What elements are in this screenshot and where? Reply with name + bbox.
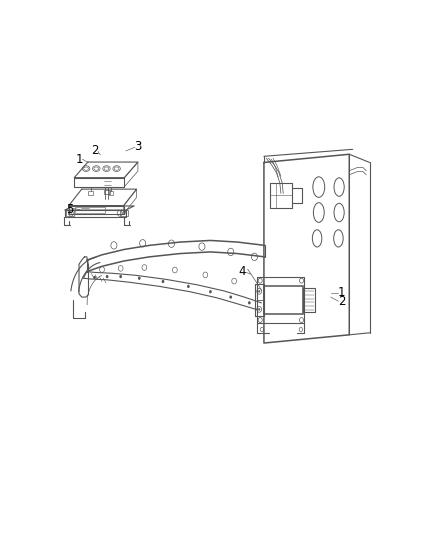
Bar — [120, 210, 128, 216]
Bar — [302, 288, 316, 312]
Bar — [264, 286, 302, 314]
Circle shape — [187, 285, 190, 288]
Bar — [75, 207, 105, 213]
Text: 4: 4 — [239, 265, 246, 278]
Circle shape — [119, 275, 122, 278]
Circle shape — [248, 301, 251, 304]
Circle shape — [258, 290, 260, 293]
Text: 2: 2 — [91, 144, 98, 157]
Text: 2: 2 — [338, 295, 346, 308]
Circle shape — [229, 295, 232, 298]
Text: 3: 3 — [134, 140, 141, 152]
Text: 5: 5 — [66, 203, 73, 216]
Bar — [104, 190, 110, 194]
Circle shape — [258, 308, 260, 311]
Bar — [65, 210, 126, 216]
Bar — [88, 191, 93, 195]
Circle shape — [93, 276, 96, 279]
Circle shape — [138, 277, 141, 280]
Bar — [109, 191, 113, 195]
Circle shape — [209, 290, 212, 293]
Text: 1: 1 — [75, 152, 83, 166]
Bar — [66, 210, 73, 216]
Circle shape — [106, 275, 108, 278]
Text: 1: 1 — [338, 286, 346, 300]
Circle shape — [162, 280, 164, 283]
